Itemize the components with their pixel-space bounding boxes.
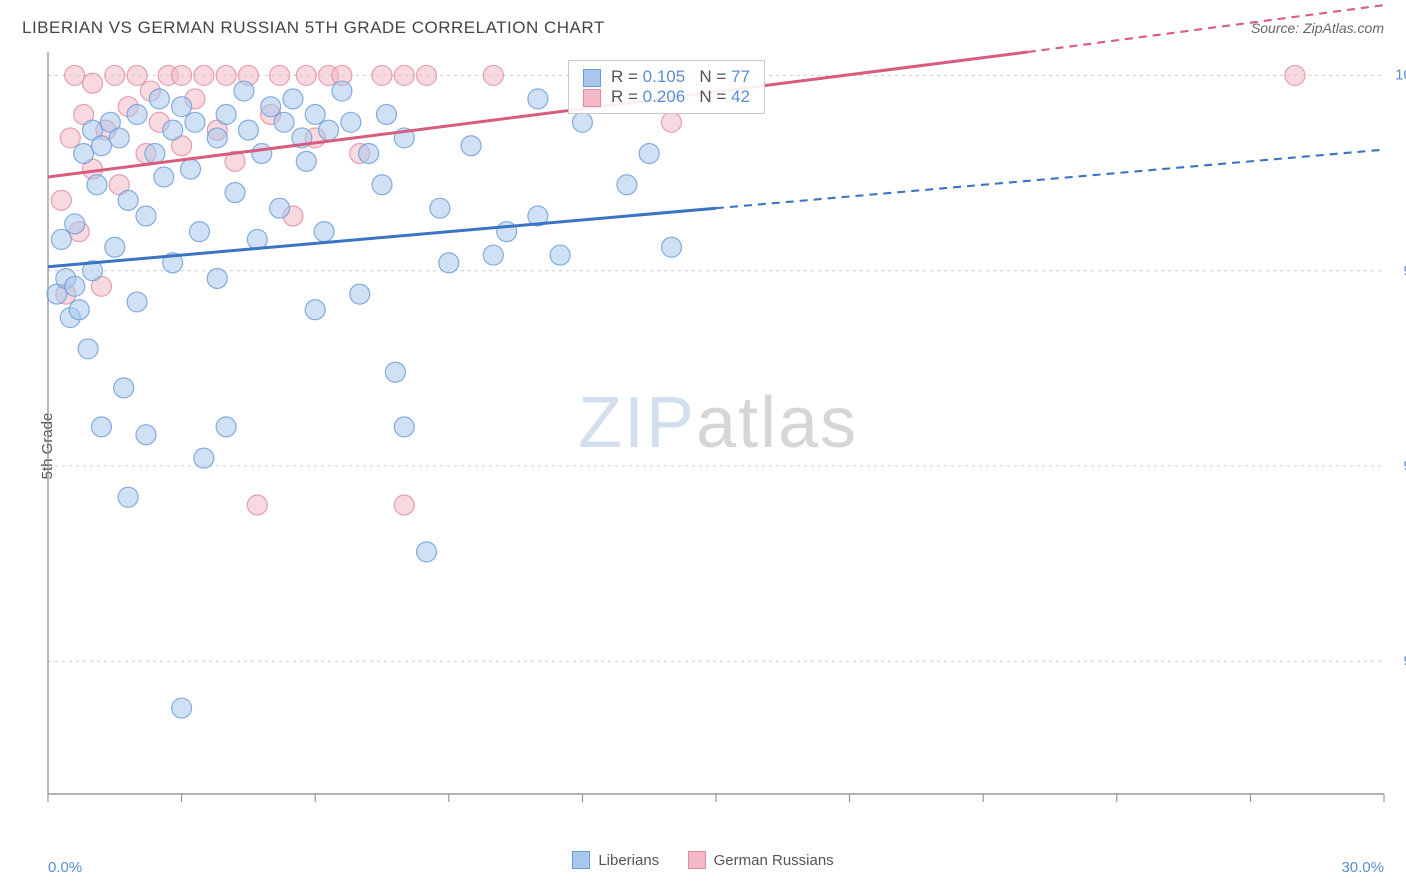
chart-source: Source: ZipAtlas.com: [1251, 20, 1384, 36]
stats-row: R = 0.105 N = 77: [583, 67, 750, 87]
stats-row: R = 0.206 N = 42: [583, 87, 750, 107]
legend-label-liberians: Liberians: [598, 852, 659, 869]
legend-label-german-russians: German Russians: [714, 852, 834, 869]
chart-title: LIBERIAN VS GERMAN RUSSIAN 5TH GRADE COR…: [22, 18, 605, 38]
legend-swatch-german-russians: [688, 851, 706, 869]
legend-swatch-liberians: [572, 851, 590, 869]
scatter-plot: [48, 52, 1384, 794]
bottom-legend: Liberians German Russians: [0, 851, 1406, 874]
stats-box: R = 0.105 N = 77R = 0.206 N = 42: [568, 60, 765, 114]
chart-header: LIBERIAN VS GERMAN RUSSIAN 5TH GRADE COR…: [22, 18, 1384, 38]
chart-area: ZIPatlas R = 0.105 N = 77R = 0.206 N = 4…: [48, 52, 1384, 794]
legend-item-german-russians: German Russians: [688, 851, 834, 869]
y-tick-label: 100.0%: [1395, 67, 1406, 84]
legend-item-liberians: Liberians: [572, 851, 659, 869]
